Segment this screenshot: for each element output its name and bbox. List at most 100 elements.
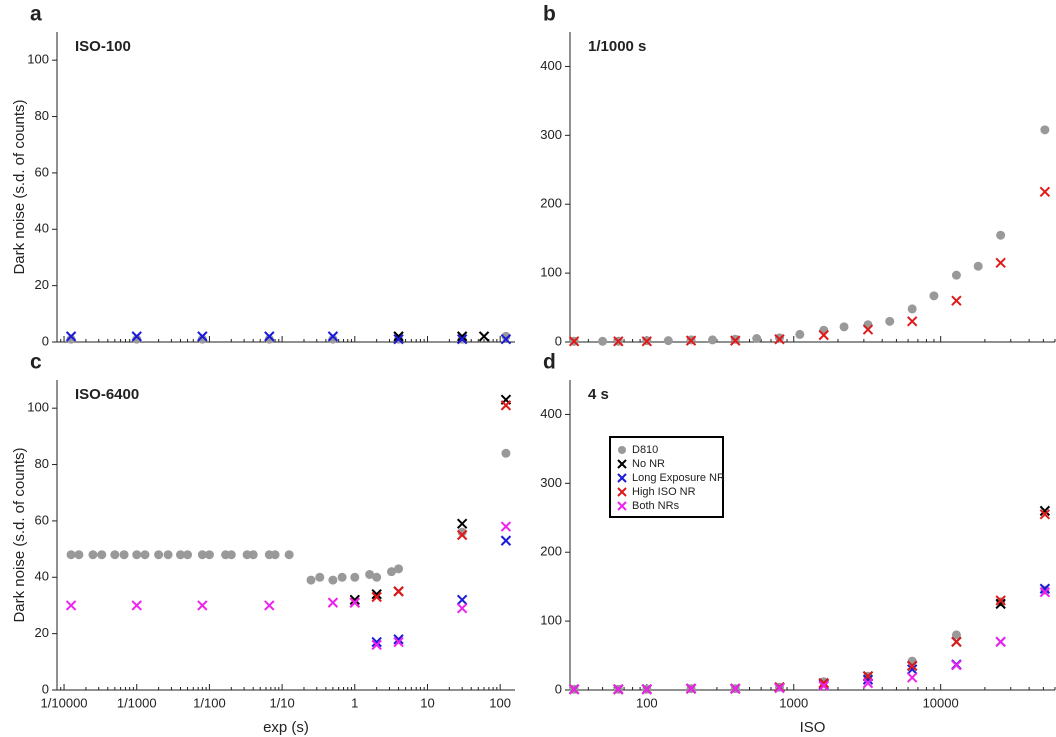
dot [97, 550, 107, 560]
dot [132, 550, 142, 560]
cross [951, 295, 962, 306]
dot [372, 572, 382, 582]
legend-box [609, 436, 724, 518]
x-axis-label: ISO [800, 719, 826, 736]
y-tick-label: 100 [27, 52, 49, 67]
y-tick-label: 0 [555, 681, 562, 696]
dot [183, 550, 193, 560]
cross [818, 329, 829, 341]
dot [204, 550, 214, 560]
cross [456, 333, 468, 345]
x-tick-label: 1/1000 [117, 695, 157, 710]
cross [65, 600, 77, 611]
cross [500, 535, 512, 546]
cross [995, 257, 1006, 268]
cross [641, 684, 653, 695]
dot [394, 564, 404, 574]
dot [663, 336, 673, 346]
dot [350, 572, 360, 582]
panel: a ISO-100 0 20 40 60 80 100 Dark noise (s.d. of … [11, 3, 515, 348]
cross [393, 586, 404, 597]
cross [197, 600, 208, 611]
dot [306, 575, 316, 585]
dot [885, 316, 895, 326]
dot [929, 291, 939, 301]
cross [456, 529, 468, 541]
cross [906, 672, 918, 683]
dot [752, 334, 762, 344]
cross [1039, 505, 1051, 517]
dot [501, 331, 511, 341]
cross [393, 634, 404, 645]
cross [65, 331, 77, 342]
legend-marker [618, 446, 626, 454]
dot [387, 567, 397, 577]
dot [501, 448, 511, 458]
cross [349, 597, 360, 608]
cross [818, 680, 829, 692]
cross [371, 591, 382, 603]
cross [862, 324, 874, 335]
dot [328, 334, 338, 344]
panel-label: a [30, 3, 42, 26]
y-tick-label: 100 [540, 265, 562, 280]
dot [226, 550, 236, 560]
cross [685, 335, 697, 346]
dot [110, 550, 120, 560]
cross [264, 331, 275, 342]
cross [131, 331, 142, 342]
cross [393, 331, 404, 342]
dot [154, 550, 164, 560]
dot [264, 334, 274, 344]
x-tick-label: 1/10 [269, 695, 294, 710]
dot [907, 304, 917, 314]
cross [906, 664, 918, 675]
cross [456, 594, 468, 606]
dot [708, 335, 718, 345]
y-tick-label: 0 [42, 333, 49, 348]
dot [74, 550, 84, 560]
cross [131, 600, 142, 611]
y-tick-label: 20 [35, 625, 49, 640]
cross [500, 333, 512, 345]
cross [327, 597, 339, 608]
legend-marker [617, 487, 627, 497]
dot [457, 527, 467, 537]
cross [456, 603, 468, 614]
legend-marker [617, 473, 627, 483]
y-axis-label: Dark noise (s.d. of counts) [11, 99, 28, 274]
cross [568, 684, 580, 695]
cross [371, 588, 382, 600]
dot [270, 550, 280, 560]
cross [906, 316, 918, 327]
dot [119, 550, 129, 560]
dot [88, 550, 98, 560]
dot [365, 569, 375, 579]
cross [500, 400, 512, 411]
x-axis-label: exp (s) [263, 719, 309, 736]
cross [371, 636, 382, 648]
x-tick-label: 1000 [779, 695, 808, 710]
dot [951, 630, 961, 640]
dot [996, 230, 1006, 240]
y-tick-label: 80 [35, 456, 49, 471]
y-tick-label: 60 [35, 164, 49, 179]
cross [995, 636, 1006, 647]
cross [774, 334, 785, 345]
dot [248, 550, 258, 560]
dot [163, 550, 173, 560]
y-tick-label: 0 [555, 333, 562, 348]
cross [264, 600, 275, 611]
cross [568, 336, 580, 347]
dot [337, 572, 347, 582]
cross [1039, 509, 1051, 520]
dot [197, 550, 207, 560]
dot [315, 572, 325, 582]
cross [371, 639, 382, 651]
x-tick-label: 1 [351, 695, 358, 710]
cross [456, 518, 468, 529]
y-tick-label: 20 [35, 277, 49, 292]
y-tick-label: 200 [540, 544, 562, 559]
panel: b 1/1000 s 0 100 200 300 400 [540, 3, 1056, 348]
y-axis-label: Dark noise (s.d. of counts) [11, 447, 28, 622]
